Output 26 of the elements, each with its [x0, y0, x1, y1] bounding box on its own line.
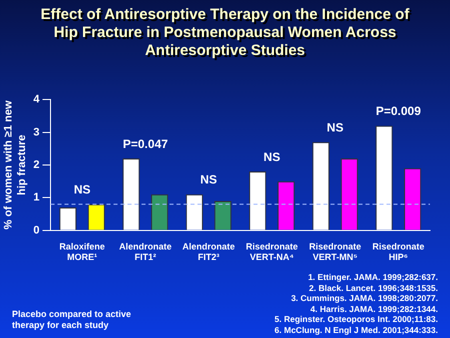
y-tick-label: 1: [33, 192, 40, 204]
text: 4. Harris. JAMA. 1999;282:1344.: [309, 304, 438, 314]
x-tick-label: Alendronate FIT2³: [182, 241, 235, 262]
annotation: NS: [200, 172, 217, 187]
x-tick-label: Risedronate VERT-MN⁵: [309, 241, 362, 262]
annotation: P=0.009: [376, 104, 422, 118]
x-tick-label: Raloxifene MORE¹: [59, 241, 105, 262]
chart-title: Effect of Antiresorptive Therapy on the Incidence of Hip Fracture in Postmenopausal Women Across Antiresorptive Studies: [40, 6, 410, 60]
x-tick-label: Risedronate VERT-NA⁴: [246, 241, 298, 262]
annotation: NS: [264, 150, 280, 164]
y-tick-label: 0: [33, 224, 40, 236]
y-tick-label: 3: [33, 126, 40, 138]
text: 6. McClung. N Engl J Med. 2001;344:333.: [274, 324, 438, 335]
y-tick-label: 4: [33, 94, 40, 106]
text: Placebo compared to active therapy for each study: [12, 309, 132, 331]
annotation: NS: [74, 182, 90, 197]
text: 5. Reginster. Osteoporos Int. 2000;11:83.: [274, 314, 438, 324]
text: 2. Black. Lancet. 1996;348:1535.: [308, 282, 438, 293]
x-tick-label: Alendronate FIT1²: [119, 241, 172, 262]
text: 1. Ettinger. JAMA. 1999;282:637.: [307, 272, 438, 282]
text: 3. Cummings. JAMA. 1998;280:2077.: [290, 293, 438, 304]
annotation: NS: [326, 120, 344, 134]
annotation: P=0.047: [122, 136, 168, 151]
y-tick-label: 2: [33, 159, 40, 172]
y-axis-title: % of women with ≥1 new hip fracture: [2, 100, 28, 230]
x-tick-label: Risedronate HIP⁶: [372, 241, 424, 262]
